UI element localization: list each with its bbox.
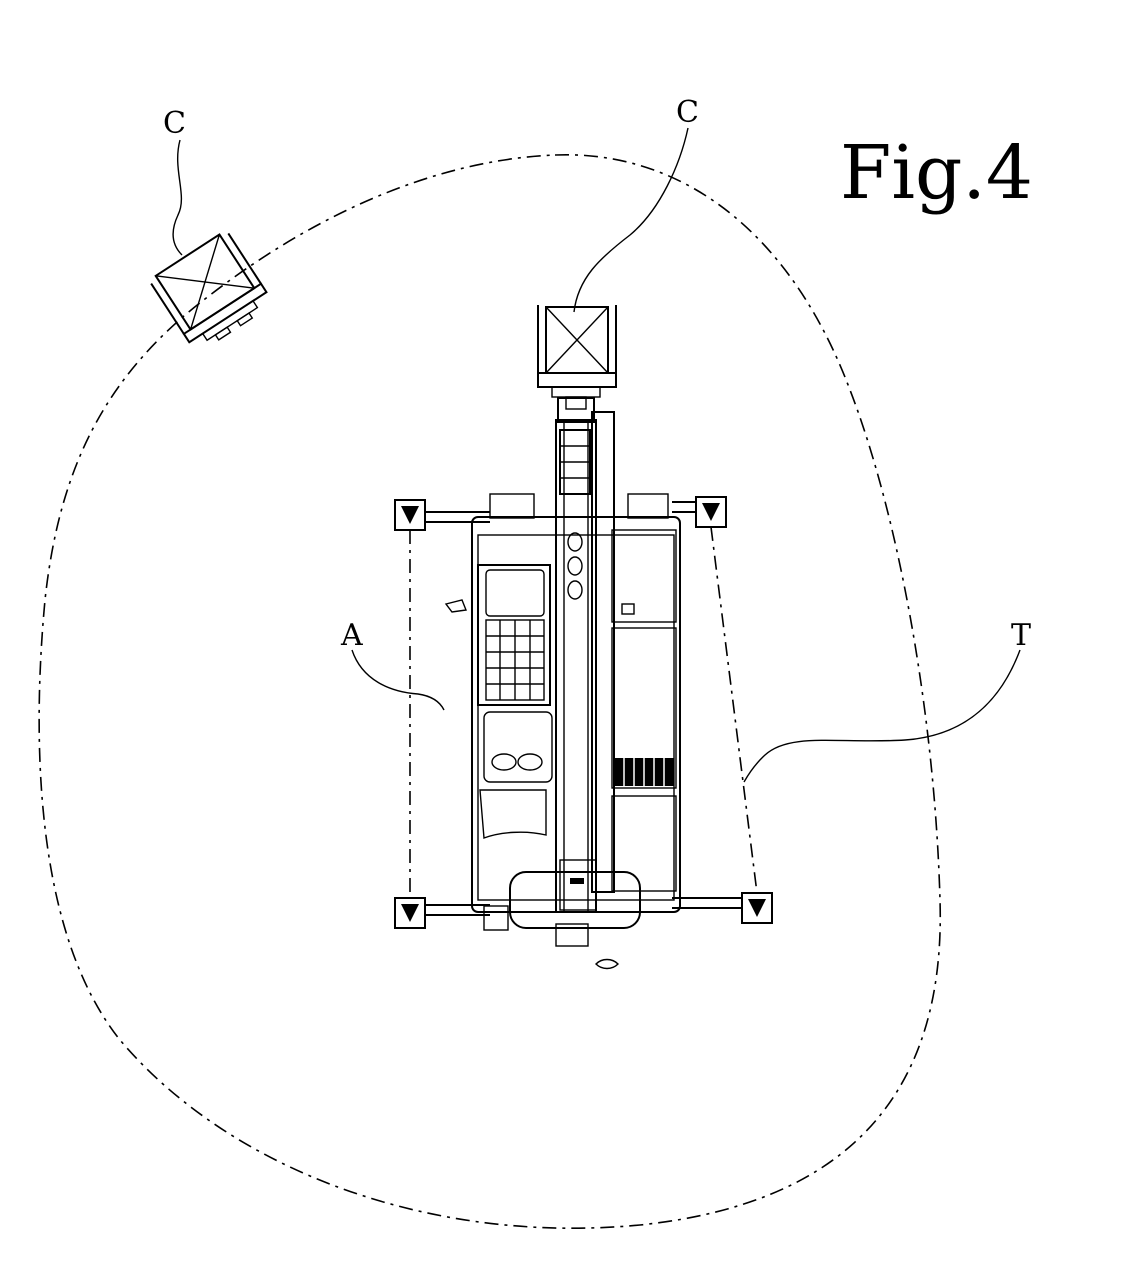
figure-title: Fig.4 [840,130,1033,216]
crane-body [446,398,680,969]
basket-top [538,305,616,409]
leader-outrigger-boundary [744,650,1020,782]
label-outrigger-boundary: T [1011,618,1031,653]
leader-crane-body [352,650,444,710]
label-basket-top: C [676,95,699,130]
label-crane-body: A [340,618,363,653]
leader-basket-left [173,140,182,255]
cab-grid [486,620,544,700]
basket-left [149,230,274,354]
footprint-right-edge [711,527,757,893]
label-basket-left: C [163,106,186,141]
working-range-boundary [39,155,940,1228]
